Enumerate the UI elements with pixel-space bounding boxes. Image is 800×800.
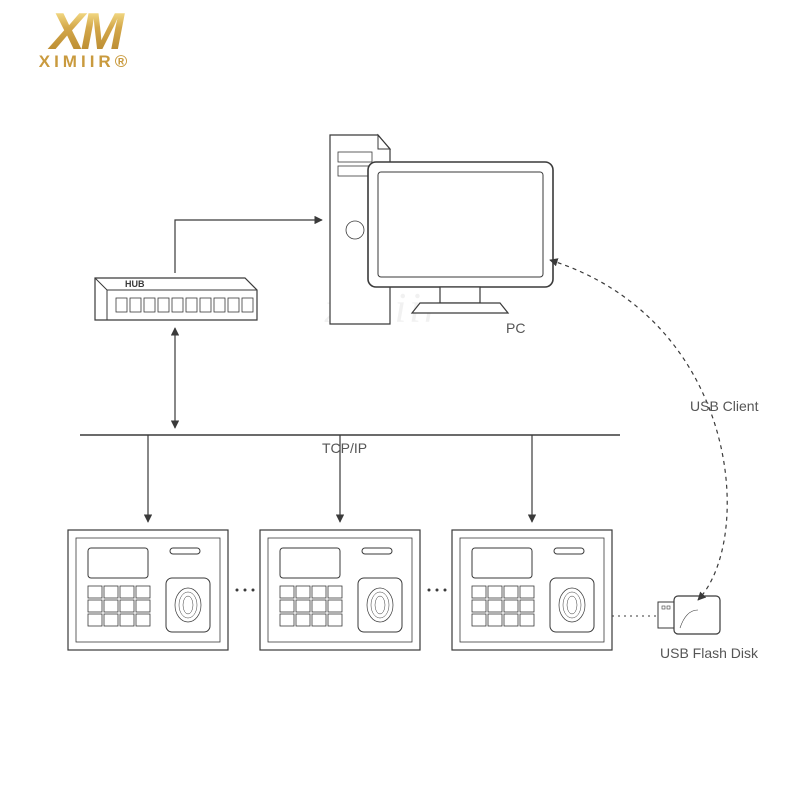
ellipsis-1 [236,589,255,592]
terminal-2 [260,530,420,650]
pc-icon [330,135,553,324]
pc-label: PC [506,320,525,336]
ellipsis-2 [428,589,447,592]
terminal-1 [68,530,228,650]
hub-label: HUB [125,279,145,289]
usb-flash-icon [658,596,720,634]
hub-icon: HUB [95,278,257,320]
usb-client-label: USB Client [690,398,758,414]
tcpip-label: TCP/IP [322,440,367,456]
usb-flash-label: USB Flash Disk [660,645,758,661]
terminal-3 [452,530,612,650]
network-diagram: HUB [0,0,800,800]
arrow-hub-pc [175,220,322,273]
